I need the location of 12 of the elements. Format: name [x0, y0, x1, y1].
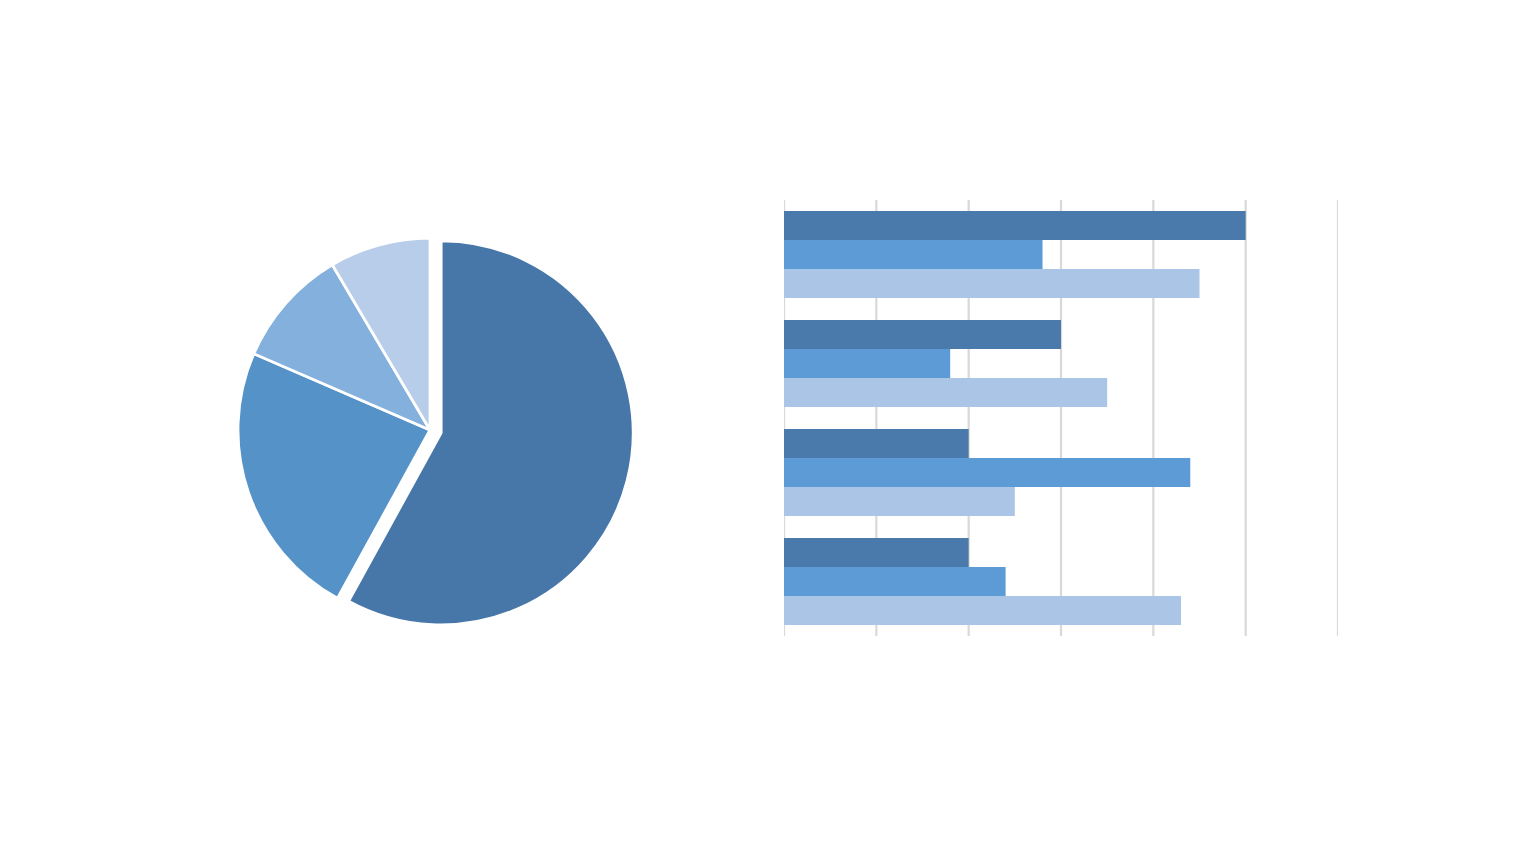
- bar: [784, 457, 1191, 488]
- bar: [784, 378, 1108, 408]
- bar: [784, 269, 1200, 299]
- bar: [784, 210, 1246, 240]
- bar: [784, 537, 969, 567]
- bar: [784, 566, 1006, 597]
- bar: [784, 239, 1043, 270]
- bar: [784, 596, 1182, 626]
- bar: [784, 319, 1061, 349]
- bar: [784, 487, 1015, 517]
- bar: [784, 348, 951, 379]
- bar: [784, 428, 969, 458]
